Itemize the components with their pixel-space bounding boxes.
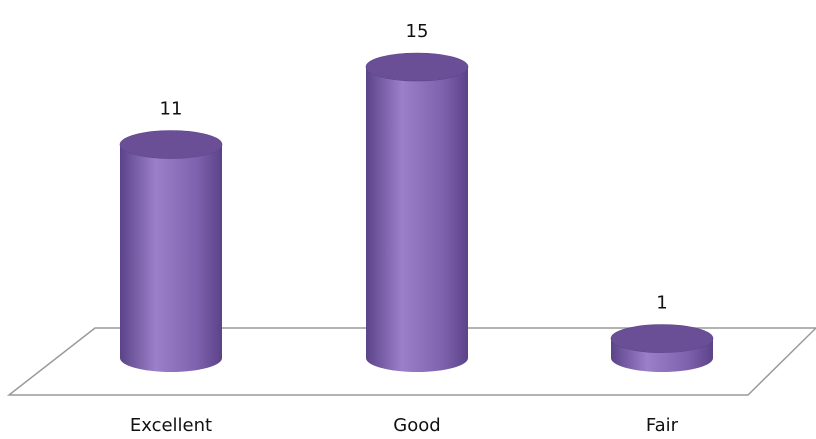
bar-body bbox=[611, 338, 713, 372]
chart-floor bbox=[6, 327, 816, 396]
bar-good bbox=[365, 52, 469, 372]
bar-body bbox=[120, 144, 222, 372]
bar-fair bbox=[610, 324, 714, 372]
bar-body bbox=[366, 67, 468, 372]
category-label-excellent: Excellent bbox=[130, 415, 212, 436]
bar-top-cap bbox=[610, 324, 714, 353]
labels-layer: 11 Excellent 15 Good 1 Fair bbox=[130, 21, 679, 436]
bar-top-cap bbox=[365, 52, 469, 82]
category-label-fair: Fair bbox=[646, 415, 679, 436]
bar-top-cap bbox=[119, 130, 223, 159]
data-label-fair: 1 bbox=[656, 293, 667, 314]
category-label-good: Good bbox=[393, 415, 440, 436]
bar-excellent bbox=[119, 130, 223, 372]
bars-layer bbox=[119, 52, 714, 372]
data-label-excellent: 11 bbox=[160, 99, 183, 120]
data-label-good: 15 bbox=[406, 21, 429, 42]
